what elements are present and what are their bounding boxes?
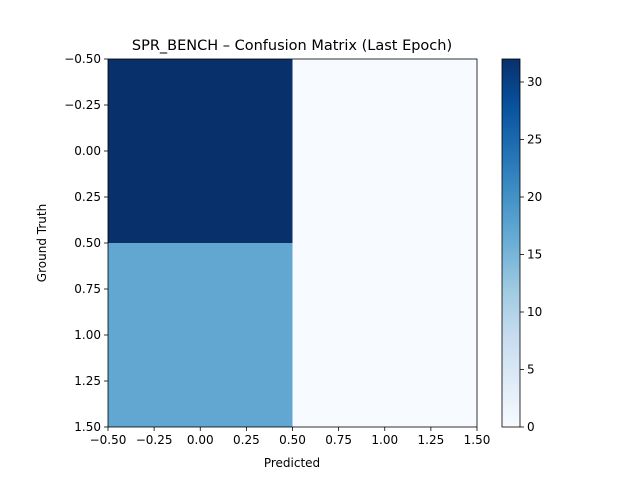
x-tick-label: −0.25 [136, 433, 173, 447]
heatmap-cell-0-1 [292, 59, 477, 243]
y-tick-label: 1.00 [74, 328, 101, 342]
heatmap-cell-1-0 [108, 243, 293, 427]
heatmap-cells [108, 59, 477, 427]
colorbar-tick-label: 20 [527, 190, 542, 204]
heatmap-cell-1-1 [292, 243, 477, 427]
y-axis-label: Ground Truth [35, 204, 49, 282]
x-tick-label: 1.00 [371, 433, 398, 447]
colorbar-tick-label: 15 [527, 248, 542, 262]
y-tick-label: −0.25 [64, 98, 101, 112]
colorbar-tick-label: 30 [527, 75, 542, 89]
x-tick-label: 0.75 [325, 433, 352, 447]
y-tick-label: 0.00 [74, 144, 101, 158]
colorbar-tick-label: 5 [527, 363, 535, 377]
y-tick-label: 0.75 [74, 282, 101, 296]
x-axis-ticks: −0.50 −0.25 0.00 0.25 0.50 0.75 1.00 1.25 1.50 [90, 427, 491, 447]
colorbar [501, 58, 521, 428]
y-tick-label: −0.50 [64, 52, 101, 66]
colorbar-tick-label: 10 [527, 305, 542, 319]
x-tick-label: 0.00 [187, 433, 214, 447]
y-tick-label: 1.25 [74, 374, 101, 388]
colorbar-tick-label: 25 [527, 133, 542, 147]
y-tick-label: 0.25 [74, 190, 101, 204]
heatmap-cell-0-0 [108, 59, 293, 243]
x-tick-label: 0.50 [279, 433, 306, 447]
chart-title: SPR_BENCH – Confusion Matrix (Last Epoch… [132, 38, 452, 54]
x-tick-label: 0.25 [233, 433, 260, 447]
y-tick-label: 0.50 [74, 236, 101, 250]
colorbar-tick-label: 0 [527, 420, 535, 434]
y-tick-label: 1.50 [74, 420, 101, 434]
x-axis-label: Predicted [264, 456, 320, 470]
x-tick-label: −0.50 [90, 433, 127, 447]
colorbar-ticks: 0 5 10 15 20 25 30 [520, 75, 542, 434]
x-tick-label: 1.25 [418, 433, 445, 447]
y-axis-ticks: −0.50 −0.25 0.00 0.25 0.50 0.75 1.00 1.25 1.50 [64, 52, 108, 434]
x-tick-label: 1.50 [464, 433, 491, 447]
